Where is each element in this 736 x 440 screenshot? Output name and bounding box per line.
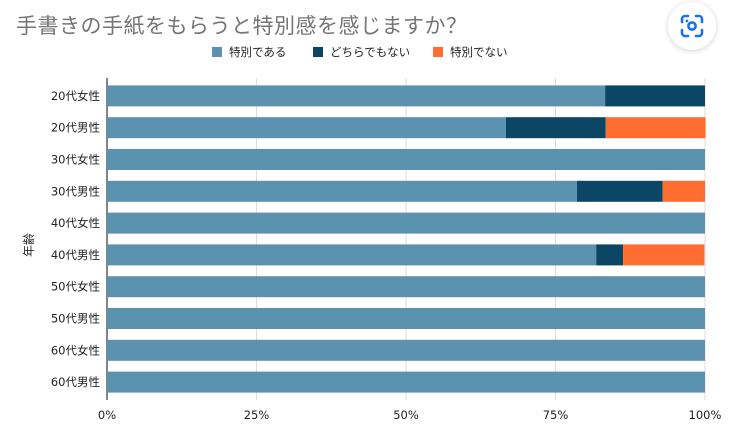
legend-label: 特別である <box>229 45 286 59</box>
google-lens-icon <box>680 14 704 38</box>
bar-segment-1 <box>107 117 506 139</box>
bar-segment-1 <box>107 85 606 107</box>
legend-swatch <box>433 47 443 57</box>
chart-title: 手書きの手紙をもらうと特別感を感じますか？ <box>16 14 468 38</box>
category-label: 60代女性 <box>51 343 100 357</box>
y-axis-title: 年齢 <box>21 233 36 257</box>
bar-segment-1 <box>107 308 705 329</box>
bar-segment-1 <box>107 339 705 361</box>
x-tick-label: 100% <box>689 408 722 422</box>
x-tick-labels: 0% 25% 50% 75% 100% <box>98 408 722 422</box>
bar-segment-1 <box>107 212 705 234</box>
bar-segment-2 <box>577 180 663 202</box>
bar-segment-2 <box>605 85 705 107</box>
category-label: 50代男性 <box>51 312 100 326</box>
bar-segment-1 <box>107 180 578 202</box>
category-label: 30代女性 <box>51 153 100 167</box>
google-lens-button[interactable] <box>668 2 716 50</box>
category-label: 40代女性 <box>51 216 100 230</box>
legend-swatch <box>313 47 323 57</box>
category-label: 20代男性 <box>51 121 100 135</box>
bar-segment-1 <box>107 244 597 266</box>
x-tick-label: 25% <box>244 408 270 422</box>
legend: 特別である どちらでもない 特別でない <box>212 45 508 59</box>
category-label: 20代女性 <box>51 89 100 103</box>
bar-segment-3 <box>623 244 705 266</box>
bar-segment-2 <box>505 117 606 139</box>
bar-segment-1 <box>107 149 705 170</box>
category-label: 40代男性 <box>51 248 100 262</box>
bars <box>107 85 706 393</box>
bar-segment-2 <box>596 244 624 266</box>
x-tick-label: 0% <box>98 408 116 422</box>
legend-label: 特別でない <box>450 45 508 59</box>
x-tick-label: 50% <box>393 408 419 422</box>
legend-swatch <box>212 47 222 57</box>
x-tick-label: 75% <box>543 408 569 422</box>
category-label: 50代女性 <box>51 280 100 294</box>
category-labels: 20代女性 20代男性 30代女性 30代男性 40代女性 40代男性 50代女性 50代男性… <box>51 89 100 389</box>
bar-segment-1 <box>107 371 705 393</box>
bar-segment-3 <box>605 117 706 139</box>
category-label: 30代男性 <box>51 184 100 198</box>
bar-segment-1 <box>107 276 705 298</box>
legend-label: どちらでもない <box>330 45 410 59</box>
category-label: 60代男性 <box>51 375 100 389</box>
bar-segment-3 <box>662 180 705 202</box>
